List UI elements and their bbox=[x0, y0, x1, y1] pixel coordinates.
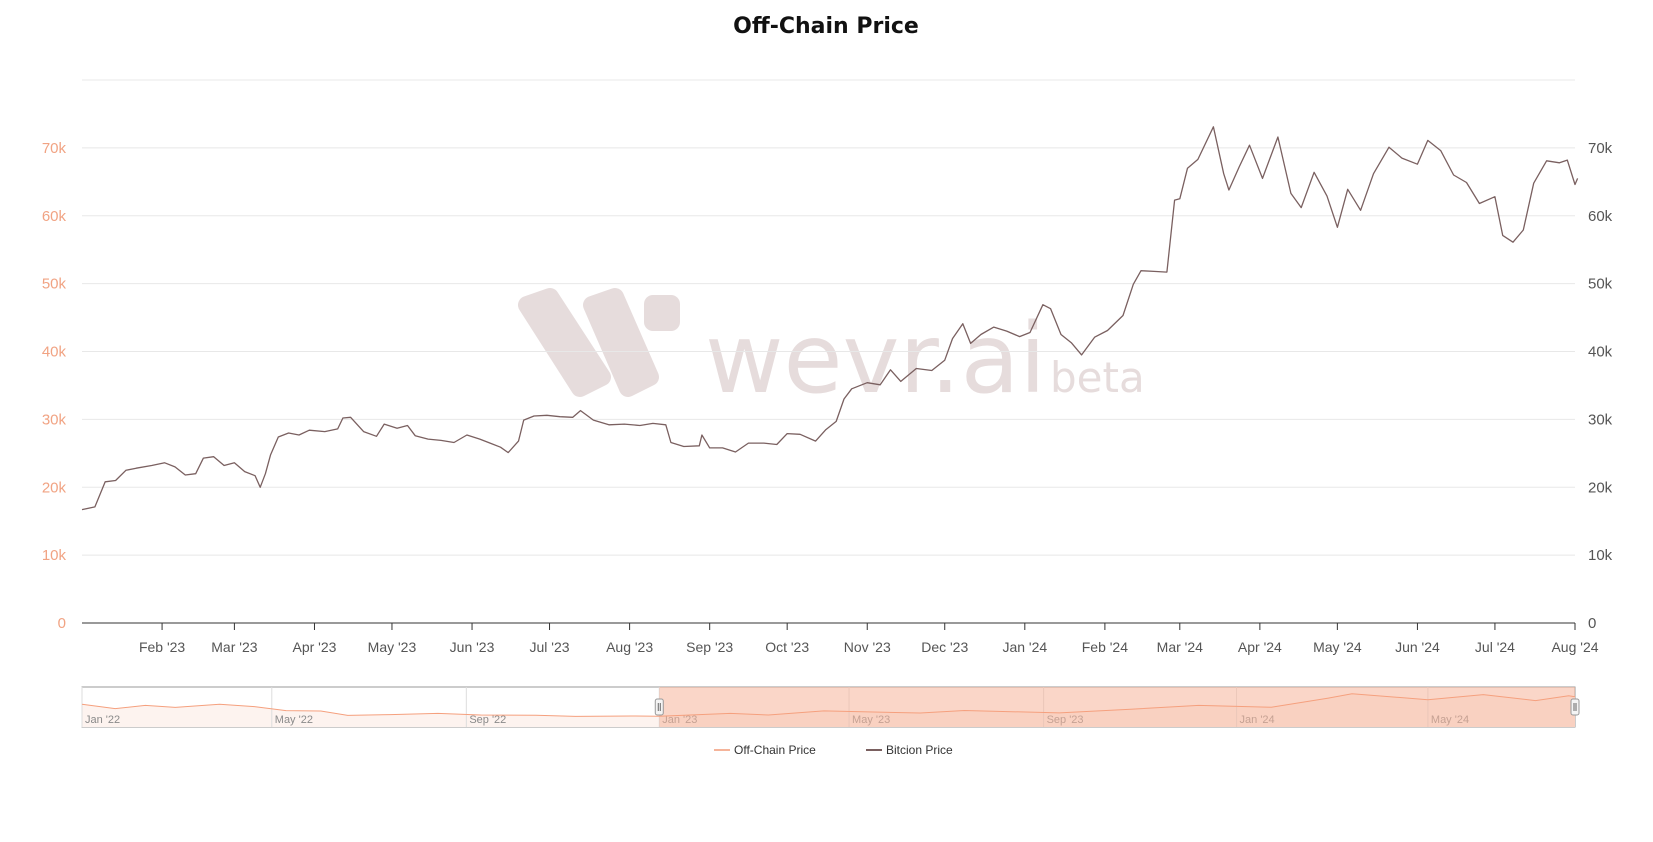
x-tick-label: Jul '23 bbox=[530, 639, 570, 655]
x-tick-label: Mar '23 bbox=[211, 639, 257, 655]
x-tick-label: Jun '23 bbox=[450, 639, 495, 655]
x-tick-label: Sep '23 bbox=[686, 639, 733, 655]
y-tick-label-right: 40k bbox=[1588, 344, 1613, 361]
x-tick-label: Feb '24 bbox=[1082, 639, 1128, 655]
watermark-logo-icon bbox=[518, 288, 680, 397]
grid-lines bbox=[82, 79, 1575, 556]
y-tick-label-left: 60k bbox=[42, 208, 67, 225]
y-tick-label-left: 20k bbox=[42, 479, 67, 496]
watermark-suffix: beta bbox=[1050, 353, 1145, 402]
x-tick-label: Jan '24 bbox=[1002, 639, 1047, 655]
y-axis-right: 0 10k 20k 30k 40k 50k 60k 70k bbox=[1588, 140, 1613, 632]
x-tick-label: Jul '24 bbox=[1475, 639, 1515, 655]
y-tick-label-left: 10k bbox=[42, 547, 67, 564]
y-tick-label-left: 30k bbox=[42, 411, 67, 428]
x-tick-label: Feb '23 bbox=[139, 639, 185, 655]
watermark: wevr.ai beta bbox=[518, 288, 1145, 415]
x-tick-label: Nov '23 bbox=[844, 639, 891, 655]
navigator-series-line bbox=[81, 693, 1576, 717]
x-tick-label: Aug '23 bbox=[606, 639, 653, 655]
y-tick-label-left: 40k bbox=[42, 344, 67, 361]
x-axis: Feb '23 Mar '23 Apr '23 May '23 Jun '23 Jul '… bbox=[139, 623, 1599, 655]
x-tick-label: Oct '23 bbox=[765, 639, 809, 655]
navigator-handle-right[interactable] bbox=[1570, 698, 1580, 716]
navigator-selection[interactable] bbox=[659, 687, 1575, 727]
y-tick-label-left: 0 bbox=[58, 615, 66, 632]
x-tick-label: Mar '24 bbox=[1157, 639, 1203, 655]
x-tick-label: May '23 bbox=[368, 639, 417, 655]
x-tick-label: Apr '23 bbox=[293, 639, 337, 655]
navigator-label: Jan '22 bbox=[85, 714, 120, 726]
x-tick-label: Dec '23 bbox=[921, 639, 968, 655]
y-axis-left: 0 10k 20k 30k 40k 50k 60k 70k bbox=[42, 140, 67, 632]
y-tick-label-right: 70k bbox=[1588, 140, 1613, 157]
y-tick-label-right: 0 bbox=[1588, 615, 1596, 632]
y-tick-label-right: 10k bbox=[1588, 547, 1613, 564]
y-tick-label-right: 50k bbox=[1588, 276, 1613, 293]
x-tick-label: Aug '24 bbox=[1551, 639, 1598, 655]
x-tick-label: Apr '24 bbox=[1238, 639, 1282, 655]
y-tick-label-left: 70k bbox=[42, 140, 67, 157]
y-tick-label-right: 60k bbox=[1588, 208, 1613, 225]
legend-label: Bitcion Price bbox=[886, 743, 953, 757]
navigator-label: Sep '22 bbox=[469, 714, 506, 726]
navigator-handle-grip-icon bbox=[654, 698, 664, 716]
legend-label: Off-Chain Price bbox=[734, 743, 816, 757]
watermark-text: wevr.ai bbox=[705, 303, 1046, 415]
chart-title: Off-Chain Price bbox=[733, 14, 919, 39]
x-tick-label: May '24 bbox=[1313, 639, 1362, 655]
x-tick-label: Jun '24 bbox=[1395, 639, 1440, 655]
navigator-handle-grip-icon bbox=[1570, 698, 1580, 716]
series-group bbox=[81, 126, 1579, 511]
legend: Off-Chain Price Bitcion Price bbox=[714, 743, 953, 757]
y-tick-label-right: 20k bbox=[1588, 479, 1613, 496]
y-tick-label-right: 30k bbox=[1588, 411, 1613, 428]
y-tick-label-left: 50k bbox=[42, 276, 67, 293]
navigator-handle-left[interactable] bbox=[654, 698, 664, 716]
navigator-label: May '22 bbox=[275, 714, 313, 726]
series-line-bitcoin-price bbox=[81, 126, 1579, 511]
